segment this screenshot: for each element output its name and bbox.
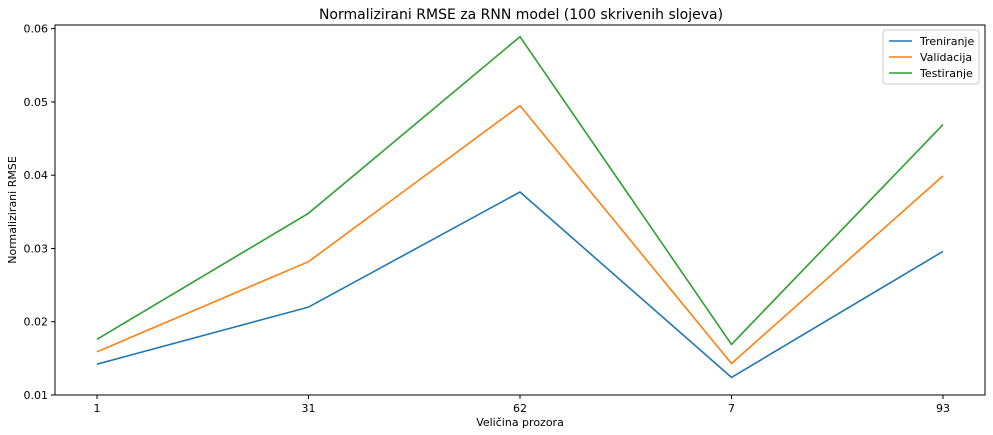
- x-tick-label: 62: [513, 402, 527, 415]
- legend: Treniranje Validacija Testiranje: [882, 29, 980, 85]
- y-tick-label: 0.05: [24, 96, 49, 109]
- legend-entry: Testiranje: [919, 67, 973, 80]
- x-axis-label: Veličina prozora: [476, 416, 564, 429]
- y-axis: 0.01 0.02 0.03 0.04 0.05 0.06: [24, 23, 55, 402]
- series-lines: [96, 35, 944, 379]
- legend-entry: Validacija: [920, 51, 972, 64]
- y-tick-label: 0.04: [24, 169, 49, 182]
- plot-area-frame: [54, 24, 986, 396]
- chart-title: Normalizirani RMSE za RNN model (100 skr…: [319, 7, 723, 23]
- x-axis: 1 31 62 7 93: [94, 395, 950, 415]
- x-tick-label: 1: [94, 402, 101, 415]
- x-tick-label: 31: [302, 402, 316, 415]
- y-tick-label: 0.02: [24, 316, 49, 329]
- y-axis-label: Normalizirani RMSE: [6, 156, 19, 264]
- y-tick-label: 0.06: [24, 23, 49, 36]
- series-line-treniranje: [96, 191, 944, 379]
- legend-entry: Treniranje: [919, 35, 974, 48]
- x-tick-label: 7: [728, 402, 735, 415]
- series-line-testiranje: [96, 35, 944, 346]
- series-line-validacija: [96, 104, 944, 365]
- y-tick-label: 0.01: [24, 389, 49, 402]
- x-tick-label: 93: [936, 402, 950, 415]
- y-tick-label: 0.03: [24, 242, 49, 255]
- legend-box: [882, 29, 980, 85]
